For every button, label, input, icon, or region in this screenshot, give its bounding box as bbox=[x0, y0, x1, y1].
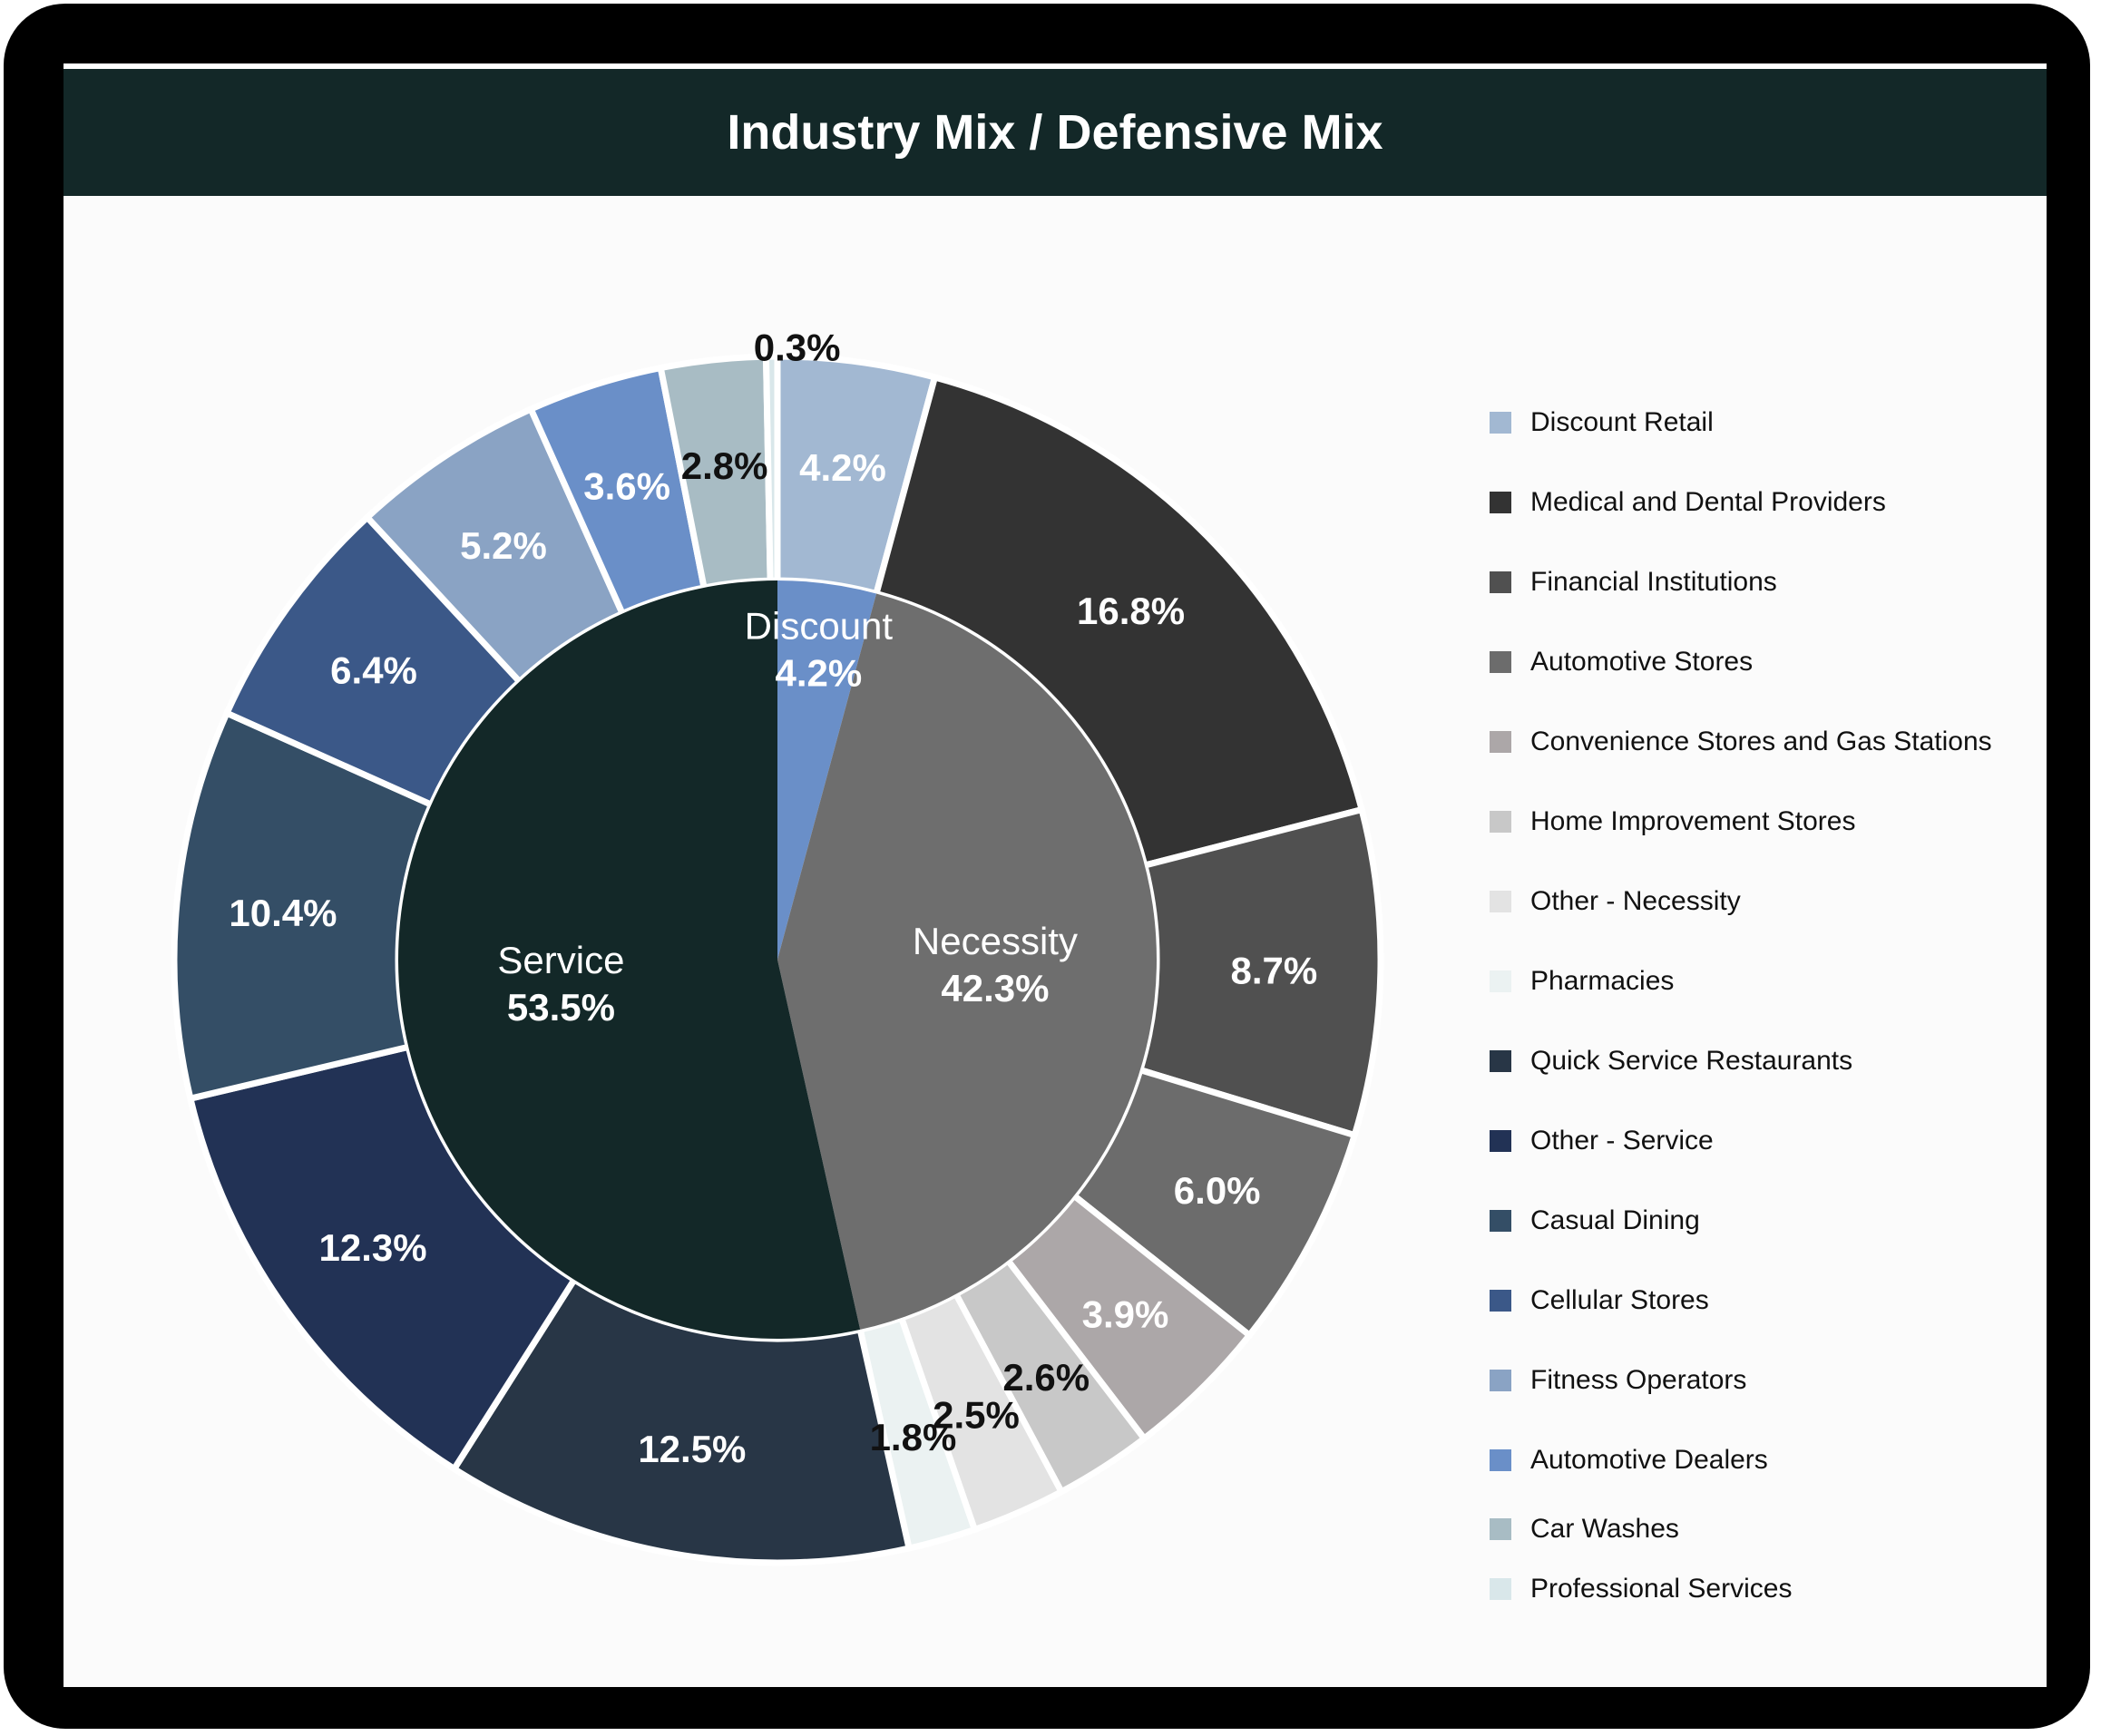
label-pharmacies: 1.8% bbox=[870, 1416, 957, 1458]
donut-chart: 4.2% 16.8% 8.7% 6.0% 3.9% 2.6%2.5%1.8% 12.5% 12… bbox=[171, 327, 1384, 1566]
label-convenience-stores-and-gas-stations: 3.9% bbox=[1082, 1292, 1169, 1335]
legend-swatch bbox=[1490, 651, 1511, 673]
label-casual-dining: 10.4% bbox=[229, 892, 337, 934]
legend-item-automotive-stores: Automotive Stores bbox=[1490, 644, 1753, 680]
legend-swatch bbox=[1490, 1518, 1511, 1540]
legend-label: Quick Service Restaurants bbox=[1530, 1046, 1853, 1076]
legend: Discount Retail Medical and Dental Provid… bbox=[1490, 69, 2052, 1687]
label-car-washes: 2.8% bbox=[681, 444, 768, 487]
chart-title: Industry Mix / Defensive Mix bbox=[727, 105, 1383, 160]
title-bar: Industry Mix / Defensive Mix bbox=[64, 69, 2047, 196]
inner-name-service: Service bbox=[497, 939, 624, 981]
legend-swatch bbox=[1490, 1370, 1511, 1391]
legend-item-other-necessity: Other - Necessity bbox=[1490, 883, 1741, 920]
label-cellular-stores: 6.4% bbox=[330, 649, 417, 691]
legend-label: Professional Services bbox=[1530, 1574, 1793, 1604]
inner-slice-service bbox=[397, 580, 861, 1340]
legend-swatch bbox=[1490, 412, 1511, 434]
legend-label: Discount Retail bbox=[1530, 407, 1714, 437]
legend-swatch bbox=[1490, 1130, 1511, 1152]
label-discount-retail: 4.2% bbox=[799, 446, 886, 489]
outer-ring-labels: 4.2% 16.8% 8.7% 6.0% 3.9% 2.6%2.5%1.8% 12.5% 12… bbox=[229, 327, 1317, 1470]
legend-item-medical-and-dental-providers: Medical and Dental Providers bbox=[1490, 484, 1886, 521]
legend-label: Medical and Dental Providers bbox=[1530, 487, 1886, 517]
label-automotive-dealers: 3.6% bbox=[583, 465, 670, 508]
legend-label: Financial Institutions bbox=[1530, 567, 1777, 597]
label-automotive-stores: 6.0% bbox=[1174, 1169, 1261, 1212]
legend-label: Other - Necessity bbox=[1530, 886, 1741, 916]
legend-item-car-washes: Car Washes bbox=[1490, 1511, 1679, 1547]
legend-swatch bbox=[1490, 1578, 1511, 1600]
label-medical-and-dental-providers: 16.8% bbox=[1077, 590, 1185, 632]
legend-swatch bbox=[1490, 811, 1511, 833]
chart-panel: Industry Mix / Defensive Mix 4.2% 16.8% 8.… bbox=[64, 63, 2047, 1687]
inner-name-necessity: Necessity bbox=[913, 920, 1078, 962]
legend-label: Fitness Operators bbox=[1530, 1365, 1747, 1395]
legend-label: Pharmacies bbox=[1530, 966, 1675, 996]
legend-item-quick-service-restaurants: Quick Service Restaurants bbox=[1490, 1043, 1852, 1079]
legend-item-financial-institutions: Financial Institutions bbox=[1490, 564, 1777, 600]
legend-swatch bbox=[1490, 891, 1511, 912]
legend-item-fitness-operators: Fitness Operators bbox=[1490, 1362, 1746, 1399]
legend-item-home-improvement-stores: Home Improvement Stores bbox=[1490, 804, 1855, 840]
legend-label: Other - Service bbox=[1530, 1126, 1714, 1156]
legend-label: Convenience Stores and Gas Stations bbox=[1530, 727, 1992, 756]
legend-item-discount-retail: Discount Retail bbox=[1490, 405, 1714, 441]
legend-swatch bbox=[1490, 571, 1511, 593]
label-fitness-operators: 5.2% bbox=[460, 524, 547, 567]
legend-label: Home Improvement Stores bbox=[1530, 806, 1856, 836]
legend-item-other-service: Other - Service bbox=[1490, 1123, 1714, 1159]
label-other-necessity: 2.5% bbox=[933, 1393, 1020, 1436]
legend-item-casual-dining: Casual Dining bbox=[1490, 1203, 1700, 1239]
label-other-service: 12.3% bbox=[319, 1226, 427, 1269]
label-home-improvement-stores: 2.6% bbox=[1002, 1356, 1090, 1399]
legend-item-cellular-stores: Cellular Stores bbox=[1490, 1282, 1709, 1319]
label-quick-service-restaurants: 12.5% bbox=[638, 1428, 746, 1470]
legend-swatch bbox=[1490, 970, 1511, 992]
inner-ring bbox=[397, 580, 1157, 1340]
legend-swatch bbox=[1490, 1210, 1511, 1232]
legend-swatch bbox=[1490, 1449, 1511, 1471]
inner-value-necessity: 42.3% bbox=[941, 967, 1049, 1009]
chart-frame: Industry Mix / Defensive Mix 4.2% 16.8% 8.… bbox=[4, 4, 2090, 1729]
legend-label: Automotive Dealers bbox=[1530, 1445, 1768, 1475]
label-professional-services: 0.3% bbox=[754, 327, 841, 369]
inner-slice-discount bbox=[777, 580, 877, 960]
legend-swatch bbox=[1490, 1050, 1511, 1072]
legend-label: Automotive Stores bbox=[1530, 647, 1754, 677]
inner-value-discount: 4.2% bbox=[776, 651, 863, 694]
legend-swatch bbox=[1490, 492, 1511, 513]
legend-item-professional-services: Professional Services bbox=[1490, 1571, 1792, 1607]
label-financial-institutions: 8.7% bbox=[1231, 950, 1318, 992]
legend-item-pharmacies: Pharmacies bbox=[1490, 963, 1674, 1000]
legend-swatch bbox=[1490, 731, 1511, 753]
legend-item-convenience-stores-and-gas-stations: Convenience Stores and Gas Stations bbox=[1490, 724, 1992, 760]
legend-label: Casual Dining bbox=[1530, 1205, 1700, 1235]
inner-name-discount: Discount bbox=[745, 604, 894, 647]
legend-swatch bbox=[1490, 1290, 1511, 1312]
inner-value-service: 53.5% bbox=[507, 986, 615, 1029]
legend-label: Car Washes bbox=[1530, 1514, 1679, 1544]
inner-slice-necessity bbox=[777, 593, 1157, 1330]
legend-item-automotive-dealers: Automotive Dealers bbox=[1490, 1442, 1768, 1478]
legend-label: Cellular Stores bbox=[1530, 1285, 1709, 1315]
